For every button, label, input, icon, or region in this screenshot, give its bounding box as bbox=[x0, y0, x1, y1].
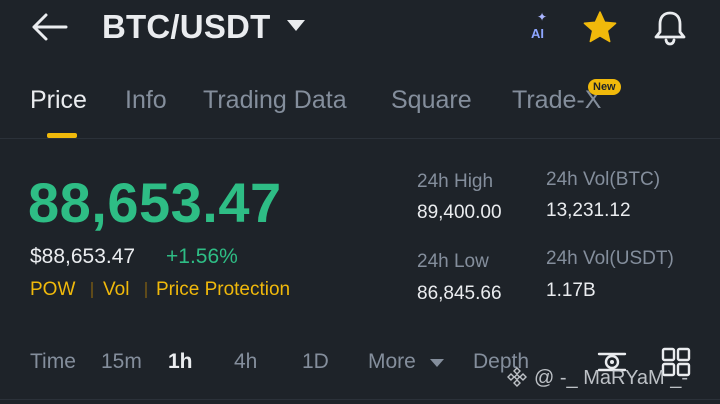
timeframe-4h[interactable]: 4h bbox=[234, 350, 258, 373]
pair-title[interactable]: BTC/USDT bbox=[102, 8, 271, 45]
ai-label: AI bbox=[531, 26, 544, 41]
watermark: @ -_ MaRYaM _- bbox=[506, 366, 688, 390]
grid-layout-icon[interactable] bbox=[660, 346, 692, 378]
timeframe-15m[interactable]: 15m bbox=[101, 350, 142, 373]
low-value: 86,845.66 bbox=[417, 283, 502, 304]
vol-usdt-label: 24h Vol(USDT) bbox=[546, 248, 674, 269]
chart-settings-icon[interactable] bbox=[596, 346, 628, 378]
vol-usdt-value: 1.17B bbox=[546, 280, 596, 301]
arrow-left-icon[interactable] bbox=[30, 12, 70, 42]
tab-square[interactable]: Square bbox=[391, 86, 472, 114]
timeframe-1h[interactable]: 1h bbox=[168, 350, 193, 373]
tag-vol[interactable]: Vol bbox=[103, 279, 130, 300]
tag-price-protection[interactable]: Price Protection bbox=[156, 279, 291, 300]
tag-divider bbox=[91, 282, 93, 298]
timeframe-time[interactable]: Time bbox=[30, 350, 76, 373]
divider bbox=[0, 138, 720, 139]
high-value: 89,400.00 bbox=[417, 202, 502, 223]
tab-info[interactable]: Info bbox=[125, 86, 167, 114]
vol-btc-value: 13,231.12 bbox=[546, 200, 631, 221]
high-label: 24h High bbox=[417, 171, 494, 192]
timeframe-1d[interactable]: 1D bbox=[302, 350, 329, 373]
tab-trade-x[interactable]: Trade-X bbox=[512, 86, 602, 114]
tag-pow[interactable]: POW bbox=[30, 279, 76, 300]
active-tab-indicator bbox=[47, 133, 77, 138]
binance-logo-icon bbox=[507, 367, 527, 387]
tab-price[interactable]: Price bbox=[30, 86, 87, 114]
tag-divider bbox=[145, 282, 147, 298]
fiat-price: $88,653.47 bbox=[30, 245, 136, 268]
pair-dropdown-caret-icon[interactable] bbox=[287, 20, 305, 31]
bell-icon[interactable] bbox=[650, 8, 690, 48]
price-change-percent: +1.56% bbox=[166, 245, 238, 268]
last-price: 88,653.47 bbox=[28, 171, 282, 234]
tab-trading-data[interactable]: Trading Data bbox=[203, 86, 347, 114]
depth-tab[interactable]: Depth bbox=[473, 350, 530, 373]
star-icon[interactable] bbox=[580, 8, 620, 48]
new-badge: New bbox=[588, 79, 621, 95]
vol-btc-label: 24h Vol(BTC) bbox=[546, 169, 661, 190]
chevron-down-icon bbox=[430, 359, 444, 367]
low-label: 24h Low bbox=[417, 251, 489, 272]
divider bbox=[0, 399, 720, 400]
sparkle-icon: ✦ bbox=[537, 10, 548, 24]
ai-assistant-icon[interactable]: ✦ AI bbox=[528, 10, 554, 42]
watermark-text: @ -_ MaRYaM _- bbox=[534, 367, 689, 389]
timeframe-more[interactable]: More bbox=[368, 350, 416, 373]
